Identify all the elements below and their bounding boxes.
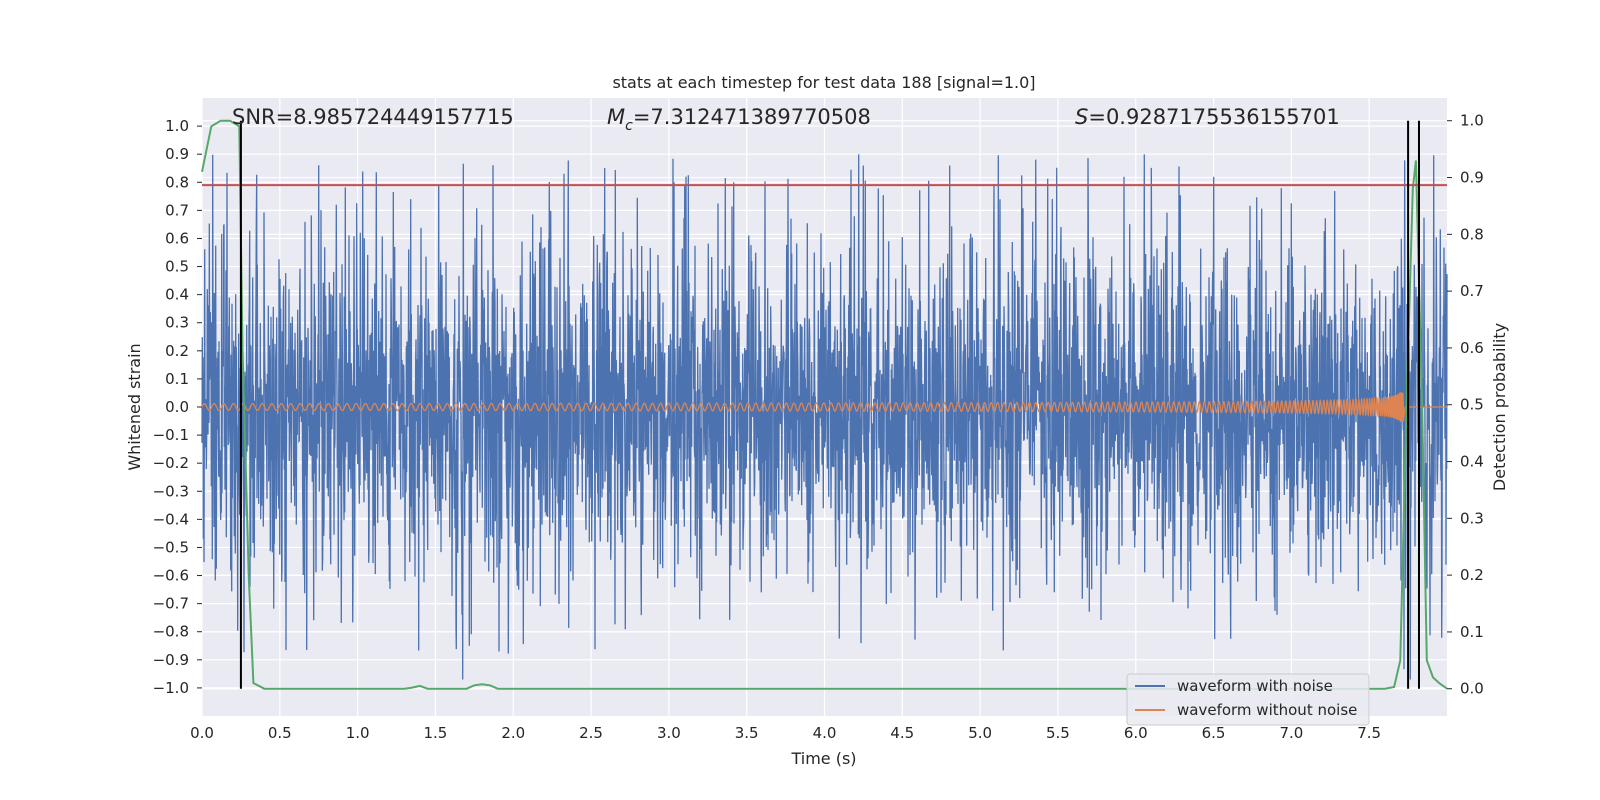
y-tick-label: −0.4 [153,510,189,528]
mc-subscript: c [625,118,633,134]
x-tick-label: 4.0 [813,724,837,742]
y-tick-label: 1.0 [165,117,189,135]
series-waveform-with-noise [201,154,1448,680]
x-tick-label: 2.5 [579,724,603,742]
mc-annotation: Mc=7.312471389770508 [607,105,871,134]
y2-tick-label: 0.0 [1460,680,1484,698]
snr-annotation: SNR=8.985724449157715 [232,105,514,129]
y-tick-label: −0.1 [153,426,189,444]
mc-value: =7.312471389770508 [633,105,871,129]
x-axis-label: Time (s) [790,749,856,768]
x-tick-label: 2.0 [501,724,525,742]
y-tick-label: 0.3 [165,314,189,332]
chart-title: stats at each timestep for test data 188… [612,73,1035,92]
s-value: =0.9287175536155701 [1088,105,1339,129]
y-tick-label: −1.0 [153,679,189,697]
y-axis-right: 1.0 0.9 0.8 0.7 0.6 0.5 0.4 0.3 0.2 0.1 0.0 [1447,112,1484,698]
y-tick-label: 0.4 [165,286,189,304]
y-tick-label: 0.1 [165,370,189,388]
y-tick-label: 0.5 [165,258,189,276]
y2-tick-label: 0.2 [1460,566,1484,584]
y-tick-label: −0.6 [153,567,189,585]
y2-tick-label: 0.3 [1460,509,1484,527]
y-axis-label: Whitened strain [125,343,144,470]
x-tick-label: 1.5 [424,724,448,742]
y-tick-label: 0.0 [165,398,189,416]
x-tick-label: 1.0 [346,724,370,742]
y2-tick-label: 0.6 [1460,339,1484,357]
y2-tick-label: 0.9 [1460,169,1484,187]
y-tick-label: −0.8 [153,623,189,641]
x-tick-label: 5.0 [968,724,992,742]
x-tick-label: 3.5 [735,724,759,742]
s-symbol: S [1075,105,1088,129]
y-axis-left: 1.0 0.9 0.8 0.7 0.6 0.5 0.4 0.3 0.2 0.1 0.0 −0.1 −0.… [153,117,202,697]
waveform-without-noise-line [201,392,1447,422]
y2-tick-label: 0.8 [1460,225,1484,243]
x-tick-label: 6.5 [1202,724,1226,742]
y-tick-label: −0.2 [153,454,189,472]
y-tick-label: −0.3 [153,482,189,500]
y-tick-label: 0.9 [165,145,189,163]
x-tick-label: 4.5 [890,724,914,742]
mc-symbol: M [607,105,625,129]
legend-label-clean: waveform without noise [1177,701,1357,719]
overlays [202,120,1447,689]
legend-label-noise: waveform with noise [1177,677,1333,695]
legend-box [1126,673,1370,726]
x-tick-label: 0.5 [268,724,292,742]
x-tick-label: 0.0 [190,724,214,742]
y2-tick-label: 1.0 [1460,112,1484,130]
y-tick-label: 0.8 [165,173,189,191]
y-tick-label: −0.7 [153,595,189,613]
y2-tick-label: 0.1 [1460,623,1484,641]
y2-tick-label: 0.5 [1460,396,1484,414]
x-tick-label: 7.5 [1357,724,1381,742]
x-tick-label: 7.0 [1279,724,1303,742]
y-tick-label: 0.7 [165,201,189,219]
y-tick-label: 0.2 [165,342,189,360]
x-tick-label: 5.5 [1046,724,1070,742]
y2-axis-label: Detection probability [1490,323,1509,491]
y-tick-label: −0.5 [153,538,189,556]
x-axis: 0.0 0.5 1.0 1.5 2.0 2.5 3.0 3.5 4.0 4.5 5.0 5.5 6.0 6… [190,724,1381,742]
y-tick-label: 0.6 [165,229,189,247]
s-annotation: S=0.9287175536155701 [1075,105,1340,129]
waveform-with-noise-line [201,154,1448,680]
legend: waveform with noise waveform without noi… [1126,673,1370,726]
y2-tick-label: 0.7 [1460,282,1484,300]
x-tick-label: 6.0 [1124,724,1148,742]
y-tick-label: −0.9 [153,651,189,669]
y2-tick-label: 0.4 [1460,453,1484,471]
series-waveform-without-noise [201,392,1447,422]
x-tick-label: 3.0 [657,724,681,742]
